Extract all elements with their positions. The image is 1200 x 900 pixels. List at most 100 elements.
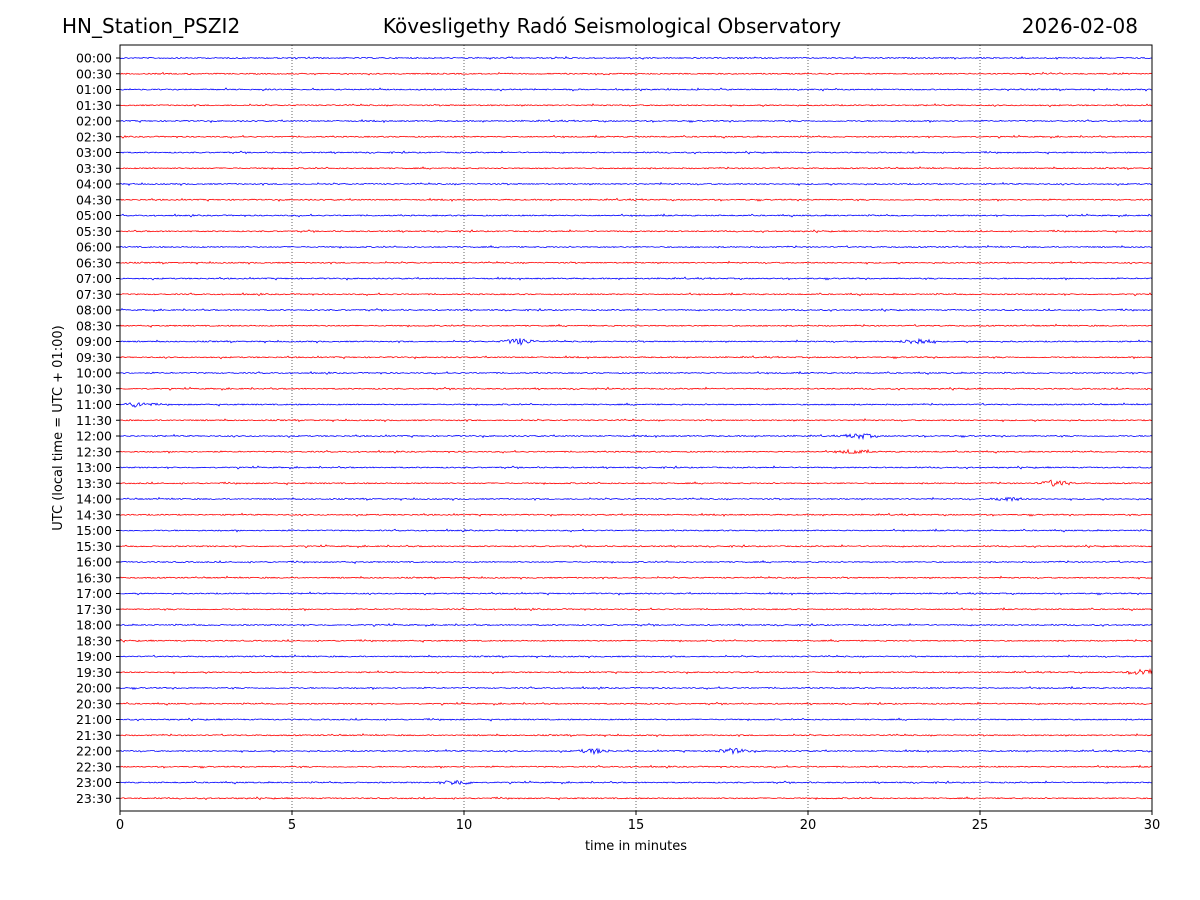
y-tick-label-02:00: 02:00 xyxy=(76,114,112,129)
trace-13:30 xyxy=(119,479,1153,487)
y-tick-label-07:00: 07:00 xyxy=(76,271,112,286)
y-tick-label-15:00: 15:00 xyxy=(76,523,112,538)
trace-03:30 xyxy=(119,166,1153,171)
y-tick-label-01:00: 01:00 xyxy=(76,82,112,97)
y-tick-label-20:00: 20:00 xyxy=(76,681,112,696)
y-tick-label-18:30: 18:30 xyxy=(76,633,112,648)
y-axis-label: UTC (local time = UTC + 01:00) xyxy=(51,325,66,530)
trace-08:00 xyxy=(119,307,1153,313)
trace-19:00 xyxy=(119,654,1153,659)
trace-16:30 xyxy=(119,575,1153,580)
y-axis-ticks: 00:0000:3001:0001:3002:0002:3003:0003:30… xyxy=(76,51,120,806)
y-tick-label-09:00: 09:00 xyxy=(76,334,112,349)
y-tick-label-05:00: 05:00 xyxy=(76,208,112,223)
trace-07:30 xyxy=(119,292,1153,297)
trace-22:30 xyxy=(119,764,1153,769)
observatory-title: Kövesligethy Radó Seismological Observat… xyxy=(382,14,842,38)
y-tick-label-00:00: 00:00 xyxy=(76,51,112,66)
y-tick-label-05:30: 05:30 xyxy=(76,224,112,239)
trace-00:30 xyxy=(119,71,1153,76)
x-tick-label-0: 0 xyxy=(116,818,124,833)
y-tick-label-04:00: 04:00 xyxy=(76,177,112,192)
y-tick-label-00:30: 00:30 xyxy=(76,66,112,81)
y-tick-label-20:30: 20:30 xyxy=(76,696,112,711)
y-tick-label-16:00: 16:00 xyxy=(76,555,112,570)
y-tick-label-17:30: 17:30 xyxy=(76,602,112,617)
y-tick-label-13:30: 13:30 xyxy=(76,476,112,491)
y-tick-label-19:00: 19:00 xyxy=(76,649,112,664)
y-tick-label-03:30: 03:30 xyxy=(76,161,112,176)
y-tick-label-17:00: 17:00 xyxy=(76,586,112,601)
y-tick-label-08:30: 08:30 xyxy=(76,318,112,333)
trace-23:30 xyxy=(119,796,1153,801)
trace-11:00 xyxy=(119,402,1153,408)
y-tick-label-23:00: 23:00 xyxy=(76,775,112,790)
y-tick-label-10:00: 10:00 xyxy=(76,366,112,381)
y-tick-label-14:00: 14:00 xyxy=(76,492,112,507)
y-tick-label-01:30: 01:30 xyxy=(76,98,112,113)
trace-04:30 xyxy=(119,197,1153,202)
y-tick-label-10:30: 10:30 xyxy=(76,381,112,396)
trace-11:30 xyxy=(119,418,1153,423)
y-tick-label-06:30: 06:30 xyxy=(76,255,112,270)
y-tick-label-04:30: 04:30 xyxy=(76,192,112,207)
trace-06:30 xyxy=(119,260,1153,265)
x-tick-label-25: 25 xyxy=(972,818,989,833)
trace-18:30 xyxy=(119,638,1153,643)
trace-10:00 xyxy=(119,370,1153,375)
y-tick-label-22:30: 22:30 xyxy=(76,759,112,774)
trace-03:00 xyxy=(119,150,1153,155)
trace-01:00 xyxy=(119,87,1153,92)
y-tick-label-15:30: 15:30 xyxy=(76,539,112,554)
trace-15:30 xyxy=(119,544,1153,549)
trace-19:30 xyxy=(119,668,1153,675)
trace-05:00 xyxy=(119,213,1153,218)
y-tick-label-12:00: 12:00 xyxy=(76,429,112,444)
trace-14:00 xyxy=(119,496,1153,502)
y-tick-label-21:30: 21:30 xyxy=(76,728,112,743)
trace-04:00 xyxy=(119,181,1153,187)
trace-13:00 xyxy=(119,465,1153,470)
y-tick-label-14:30: 14:30 xyxy=(76,507,112,522)
y-tick-label-03:00: 03:00 xyxy=(76,145,112,160)
trace-21:00 xyxy=(119,717,1153,722)
y-tick-label-09:30: 09:30 xyxy=(76,350,112,365)
x-tick-label-15: 15 xyxy=(628,818,645,833)
trace-01:30 xyxy=(119,103,1153,108)
x-tick-label-10: 10 xyxy=(456,818,473,833)
x-axis-ticks: 0 5 10 15 20 25 30 xyxy=(116,811,1160,833)
trace-06:00 xyxy=(119,244,1153,249)
trace-08:30 xyxy=(119,323,1153,328)
y-tick-label-07:30: 07:30 xyxy=(76,287,112,302)
trace-05:30 xyxy=(119,229,1153,234)
y-tick-label-02:30: 02:30 xyxy=(76,129,112,144)
trace-20:30 xyxy=(119,701,1153,706)
trace-18:00 xyxy=(119,622,1153,628)
trace-12:00 xyxy=(119,433,1153,441)
trace-21:30 xyxy=(119,733,1153,738)
trace-22:00 xyxy=(119,747,1153,756)
grid-lines xyxy=(291,45,981,811)
y-tick-label-21:00: 21:00 xyxy=(76,712,112,727)
trace-12:30 xyxy=(119,448,1153,455)
trace-10:30 xyxy=(119,386,1153,391)
y-tick-label-12:30: 12:30 xyxy=(76,444,112,459)
y-tick-label-13:00: 13:00 xyxy=(76,460,112,475)
y-tick-label-23:30: 23:30 xyxy=(76,791,112,806)
y-tick-label-11:30: 11:30 xyxy=(76,413,112,428)
y-tick-label-22:00: 22:00 xyxy=(76,744,112,759)
trace-15:00 xyxy=(119,528,1153,533)
station-name: HN_Station_PSZI2 xyxy=(62,14,241,38)
y-tick-label-16:30: 16:30 xyxy=(76,570,112,585)
trace-00:00 xyxy=(119,55,1153,60)
x-tick-label-5: 5 xyxy=(288,818,296,833)
trace-17:30 xyxy=(119,607,1153,612)
trace-09:00 xyxy=(119,337,1153,346)
x-axis-label: time in minutes xyxy=(585,839,687,854)
trace-20:00 xyxy=(119,685,1153,690)
x-tick-label-20: 20 xyxy=(800,818,817,833)
trace-17:00 xyxy=(119,591,1153,596)
trace-02:00 xyxy=(119,118,1153,124)
trace-16:00 xyxy=(119,560,1153,565)
